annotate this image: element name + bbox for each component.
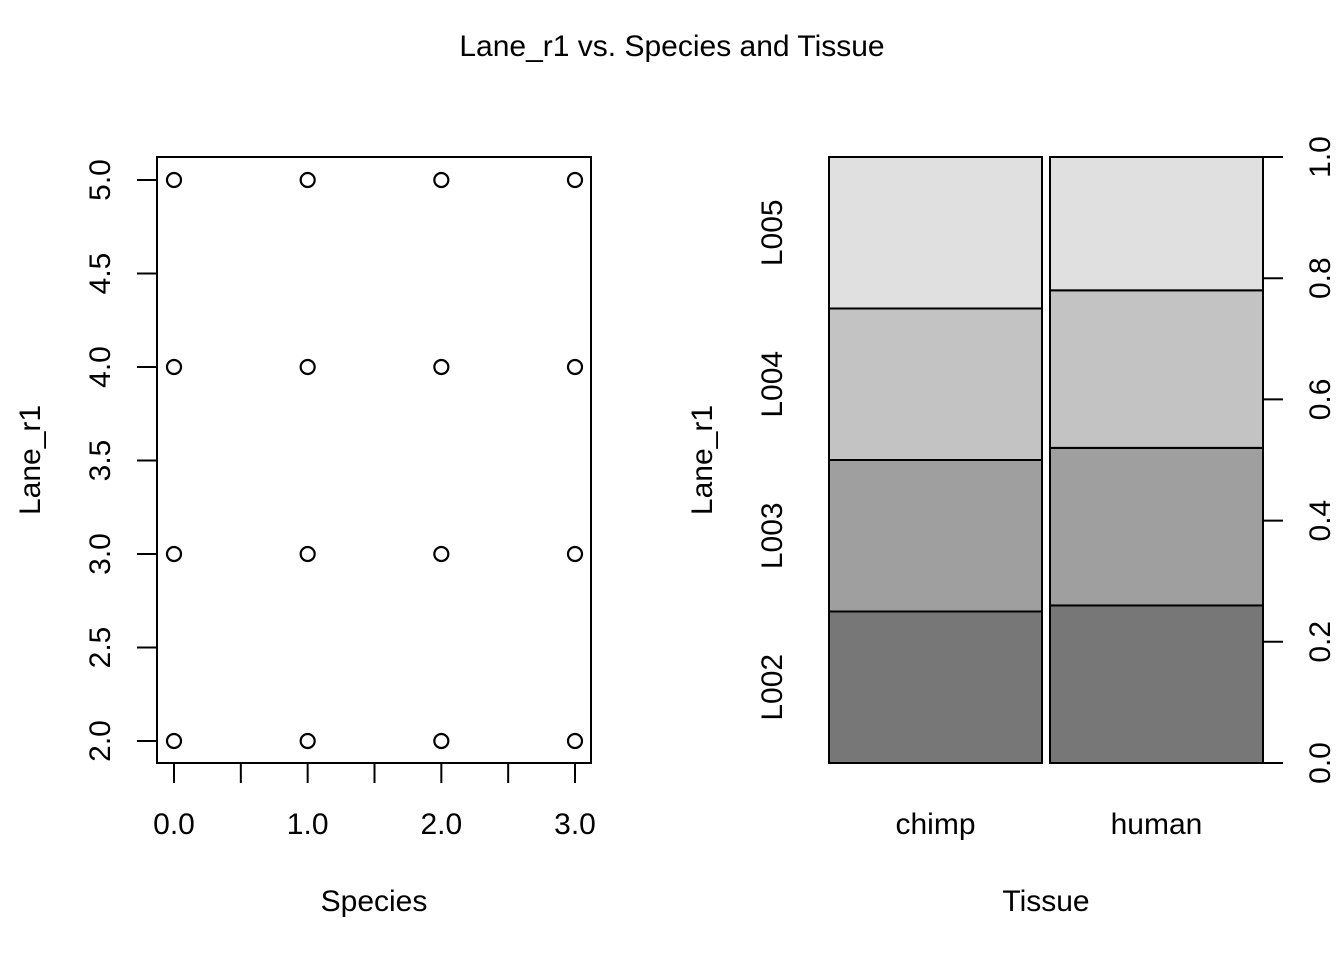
scatter-plot-frame bbox=[156, 156, 592, 764]
category-label: chimp bbox=[895, 808, 975, 841]
scatter-x-label: Species bbox=[321, 885, 428, 918]
level-label: L004 bbox=[756, 351, 789, 418]
spineplot-segment bbox=[1049, 156, 1264, 292]
spineplot-segment bbox=[1049, 289, 1264, 449]
y-tick-label: 2.5 bbox=[84, 627, 117, 669]
scatter-point bbox=[566, 358, 584, 376]
right-axis-tick-label: 0.0 bbox=[1304, 742, 1337, 784]
level-label: L003 bbox=[756, 502, 789, 569]
scatter-point bbox=[165, 171, 183, 189]
scatter-y-label: Lane_r1 bbox=[14, 405, 47, 515]
scatter-point bbox=[566, 732, 584, 750]
scatter-point bbox=[433, 171, 450, 189]
y-tick-label: 2.0 bbox=[84, 720, 117, 762]
scatter-panel: 0.0 1.0 2.0 3.0 2.0 2.5 3.0 3.5 4.0 4.5 5.0 Speci… bbox=[14, 156, 596, 918]
right-axis-tick-label: 0.8 bbox=[1304, 257, 1337, 299]
scatter-point bbox=[165, 358, 183, 376]
x-tick-label: 0.0 bbox=[153, 808, 195, 841]
y-tick-label: 5.0 bbox=[84, 159, 117, 201]
scatter-point bbox=[433, 545, 450, 563]
scatter-point bbox=[566, 171, 584, 189]
spineplot-segment bbox=[828, 610, 1043, 764]
scatter-point bbox=[299, 732, 316, 750]
spineplot-x-label: Tissue bbox=[1002, 885, 1089, 918]
y-tick-label: 4.0 bbox=[84, 346, 117, 388]
level-label: L002 bbox=[756, 654, 789, 721]
category-label: human bbox=[1111, 808, 1203, 841]
scatter-point bbox=[299, 171, 316, 189]
x-tick-label: 2.0 bbox=[420, 808, 462, 841]
spineplot-segment bbox=[828, 459, 1043, 613]
spineplot-bars bbox=[828, 156, 1264, 764]
right-axis-tick-label: 0.2 bbox=[1304, 621, 1337, 663]
chart-title: Lane_r1 vs. Species and Tissue bbox=[459, 30, 885, 63]
spineplot-segment bbox=[828, 307, 1043, 461]
spineplot-proportion-axis: 0.0 0.2 0.4 0.6 0.8 1.0 bbox=[1262, 136, 1337, 784]
spineplot-segment bbox=[828, 156, 1043, 310]
spineplot-segment bbox=[1049, 446, 1264, 607]
spineplot-category-labels: chimp human bbox=[895, 808, 1202, 841]
scatter-point bbox=[433, 358, 450, 376]
scatter-point bbox=[433, 732, 450, 750]
spineplot-level-labels: L002 L003 L004 L005 bbox=[756, 199, 789, 720]
scatter-point bbox=[299, 545, 316, 563]
scatter-x-axis: 0.0 1.0 2.0 3.0 bbox=[153, 762, 596, 841]
x-tick-label: 3.0 bbox=[554, 808, 596, 841]
scatter-point bbox=[566, 545, 584, 563]
scatter-y-axis: 2.0 2.5 3.0 3.5 4.0 4.5 5.0 bbox=[84, 159, 158, 762]
y-tick-label: 3.0 bbox=[84, 533, 117, 575]
level-label: L005 bbox=[756, 199, 789, 266]
spineplot-y-label: Lane_r1 bbox=[686, 405, 719, 515]
x-tick-label: 1.0 bbox=[287, 808, 329, 841]
scatter-point bbox=[299, 358, 316, 376]
spineplot-panel: L002 L003 L004 L005 0.0 0.2 0.4 0.6 0.8 1.0 chim… bbox=[686, 136, 1337, 918]
right-axis-tick-label: 0.4 bbox=[1304, 500, 1337, 542]
right-axis-tick-label: 0.6 bbox=[1304, 379, 1337, 421]
spineplot-segment bbox=[1049, 604, 1264, 764]
scatter-points bbox=[165, 171, 584, 750]
y-tick-label: 3.5 bbox=[84, 440, 117, 482]
scatter-point bbox=[165, 732, 183, 750]
y-tick-label: 4.5 bbox=[84, 253, 117, 295]
scatter-point bbox=[165, 545, 183, 563]
right-axis-tick-label: 1.0 bbox=[1304, 136, 1337, 178]
